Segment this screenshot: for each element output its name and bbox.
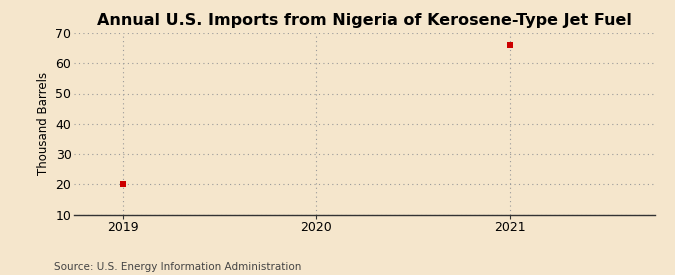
Title: Annual U.S. Imports from Nigeria of Kerosene-Type Jet Fuel: Annual U.S. Imports from Nigeria of Kero…	[97, 13, 632, 28]
Text: Source: U.S. Energy Information Administration: Source: U.S. Energy Information Administ…	[54, 262, 301, 272]
Y-axis label: Thousand Barrels: Thousand Barrels	[37, 72, 50, 175]
